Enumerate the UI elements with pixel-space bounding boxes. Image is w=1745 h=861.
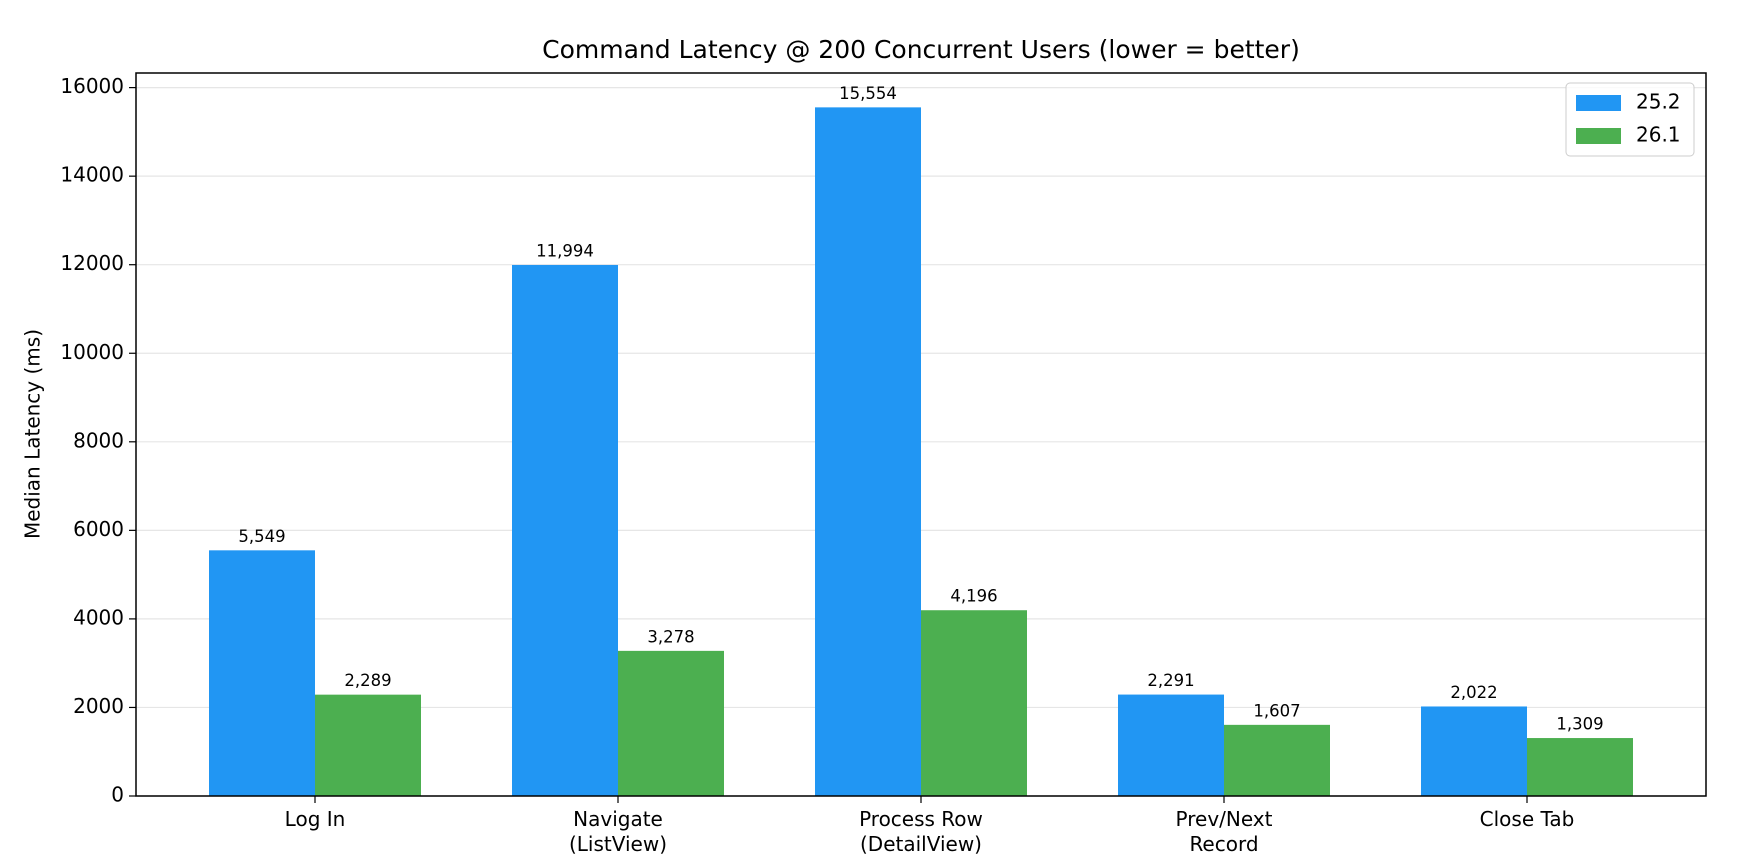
bar <box>618 650 724 796</box>
bar <box>815 107 921 797</box>
y-tick-label: 6000 <box>73 517 124 541</box>
bar <box>1421 706 1527 796</box>
x-tick-label-line: Log In <box>285 807 346 831</box>
y-tick-label: 12000 <box>60 251 124 275</box>
legend-swatch <box>1576 95 1621 111</box>
y-tick-label: 14000 <box>60 163 124 187</box>
x-tick-label-line: (ListView) <box>569 832 667 856</box>
x-tick-label: Close Tab <box>1480 807 1575 831</box>
value-label: 2,291 <box>1147 671 1194 690</box>
legend-swatch <box>1576 128 1621 144</box>
chart-title: Command Latency @ 200 Concurrent Users (… <box>542 35 1300 64</box>
y-axis-label: Median Latency (ms) <box>21 329 45 539</box>
x-tick-label-line: Navigate <box>573 807 663 831</box>
x-tick-label-line: Close Tab <box>1480 807 1575 831</box>
x-tick-label-line: Record <box>1189 832 1258 856</box>
value-label: 5,549 <box>238 527 285 546</box>
bar <box>1118 694 1224 796</box>
y-tick-label: 4000 <box>73 605 124 629</box>
bar <box>921 610 1027 796</box>
x-tick-label: Navigate (ListView) <box>569 807 667 856</box>
x-tick-label-line: (DetailView) <box>860 832 982 856</box>
legend-label: 25.2 <box>1636 90 1681 114</box>
bar <box>1224 724 1330 796</box>
x-tick-label: Log In <box>285 807 346 831</box>
y-tick-label: 2000 <box>73 694 124 718</box>
y-tick-label: 16000 <box>60 74 124 98</box>
bar <box>1527 738 1633 796</box>
value-label: 2,022 <box>1450 683 1497 702</box>
x-tick-label-line: Process Row <box>859 807 983 831</box>
y-tick-label: 0 <box>111 783 124 807</box>
bar <box>512 264 618 797</box>
x-tick-label-line: Prev/Next <box>1176 807 1273 831</box>
value-label: 2,289 <box>344 671 391 690</box>
value-label: 1,309 <box>1556 715 1603 734</box>
y-tick-label: 10000 <box>60 340 124 364</box>
plot-frame <box>135 72 1707 797</box>
legend-label: 26.1 <box>1636 123 1681 147</box>
x-tick-label: Prev/Next Record <box>1176 807 1273 856</box>
value-label: 3,278 <box>647 627 694 646</box>
bar <box>209 550 315 796</box>
value-label: 4,196 <box>950 587 997 606</box>
y-tick-label: 8000 <box>73 428 124 452</box>
bar <box>315 694 421 796</box>
x-tick-label: Process Row (DetailView) <box>859 807 983 856</box>
value-label: 15,554 <box>839 84 897 103</box>
value-label: 11,994 <box>536 241 594 260</box>
value-label: 1,607 <box>1253 701 1300 720</box>
